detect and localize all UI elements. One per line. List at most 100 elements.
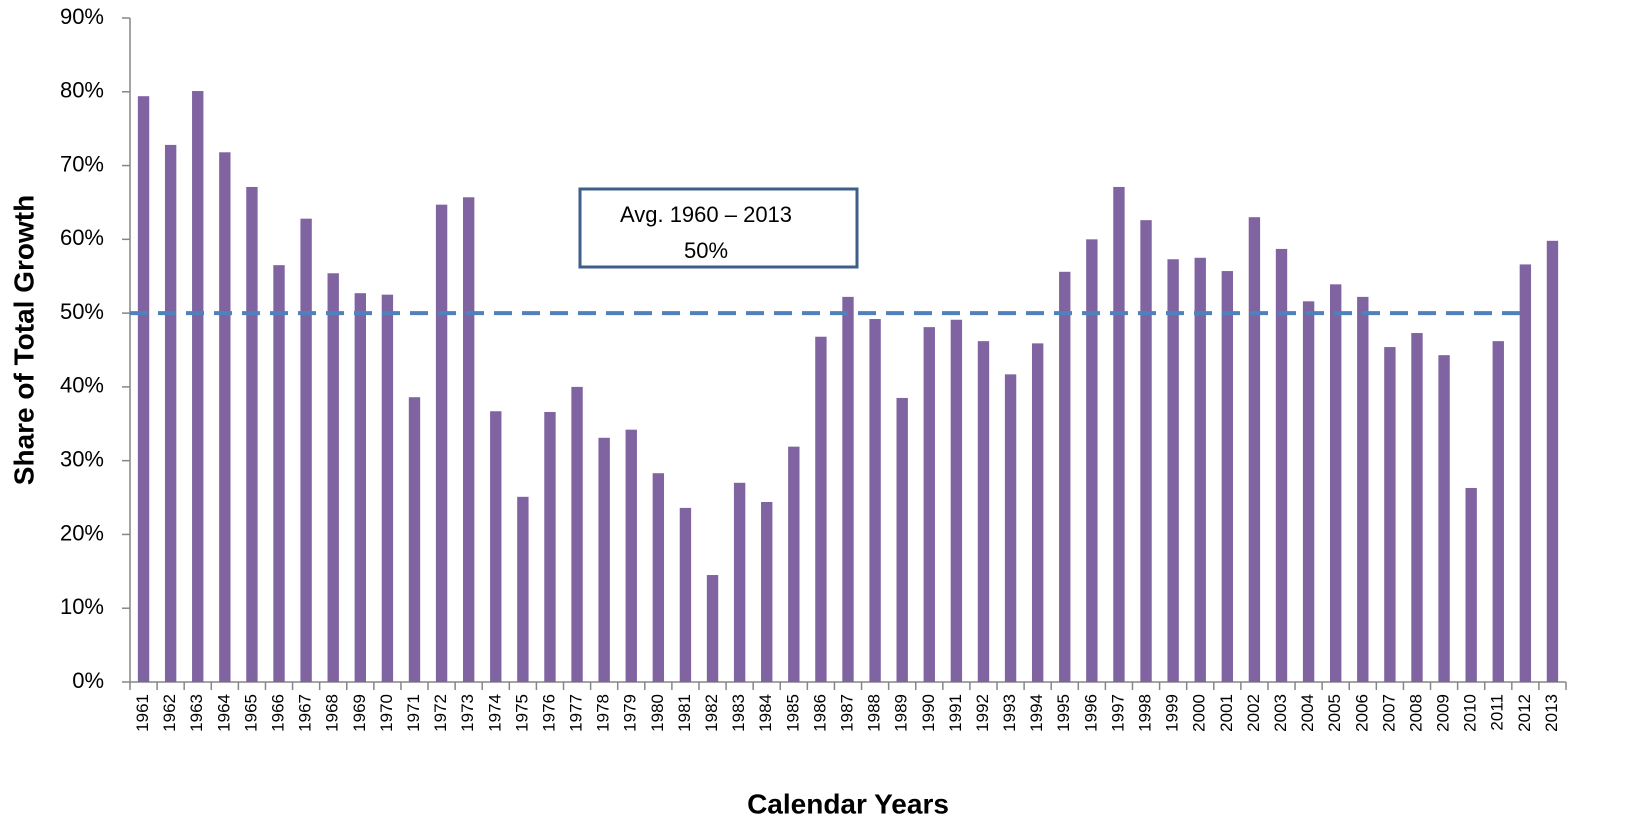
bar <box>571 386 583 682</box>
bar <box>1059 271 1071 682</box>
x-tick-label: 1980 <box>648 694 667 732</box>
y-tick-label: 0% <box>72 668 104 693</box>
bar <box>381 294 394 682</box>
y-tick-label: 70% <box>60 151 104 176</box>
x-tick-label: 1984 <box>756 694 775 732</box>
bar <box>733 482 746 682</box>
bar <box>1357 296 1369 682</box>
bar <box>1438 355 1450 682</box>
annotation-box <box>578 187 859 269</box>
bar <box>869 319 881 682</box>
x-tick-label: 1968 <box>323 694 342 732</box>
bar <box>842 296 854 682</box>
x-tick-label: 1999 <box>1163 694 1182 732</box>
x-tick-label: 1974 <box>485 694 504 732</box>
bar <box>625 429 637 682</box>
bar <box>327 273 339 682</box>
x-tick-label: 1989 <box>892 694 911 732</box>
bar <box>1275 248 1288 682</box>
bar <box>896 397 908 682</box>
x-tick-label: 2009 <box>1434 694 1453 732</box>
y-axis-title: Share of Total Growth <box>8 195 39 485</box>
bar <box>652 473 665 682</box>
bar <box>1492 341 1504 682</box>
bar <box>679 507 692 682</box>
x-tick-label: 1994 <box>1027 694 1046 732</box>
bar <box>544 411 556 682</box>
x-tick-label: 2002 <box>1244 694 1263 732</box>
x-tick-label: 1998 <box>1136 694 1155 732</box>
x-tick-label: 1978 <box>594 694 613 732</box>
bar <box>1031 343 1044 682</box>
x-tick-label: 1973 <box>458 694 477 732</box>
x-tick-label: 1995 <box>1054 694 1073 732</box>
bar <box>1546 240 1559 682</box>
annotation-text: 50% <box>684 238 728 263</box>
bar <box>815 336 827 682</box>
bar <box>462 197 475 682</box>
x-tick-label: 1970 <box>377 694 396 732</box>
x-tick-label: 1983 <box>729 694 748 732</box>
y-tick-label: 40% <box>60 373 104 398</box>
x-tick-label: 1972 <box>431 694 450 732</box>
bar <box>1194 257 1206 682</box>
bar <box>435 204 448 682</box>
x-tick-label: 2001 <box>1217 694 1236 732</box>
bar <box>164 144 177 683</box>
x-tick-label: 1975 <box>512 694 531 732</box>
x-tick-label: 2005 <box>1325 694 1344 732</box>
x-tick-label: 1990 <box>919 694 938 732</box>
x-tick-label: 1997 <box>1108 694 1127 732</box>
bar <box>192 91 204 683</box>
bar <box>246 186 258 682</box>
bar <box>1167 259 1179 682</box>
x-tick-label: 1979 <box>621 694 640 732</box>
bar <box>137 96 150 682</box>
bar <box>1004 374 1017 682</box>
bar <box>354 293 366 682</box>
bar <box>273 265 285 682</box>
x-tick-label: 1991 <box>946 694 965 732</box>
bar <box>950 319 963 682</box>
y-tick-label: 80% <box>60 78 104 103</box>
x-tick-label: 2003 <box>1271 694 1290 732</box>
x-tick-label: 1977 <box>567 694 586 732</box>
x-tick-label: 1964 <box>214 694 233 732</box>
y-tick-label: 10% <box>60 594 104 619</box>
bar <box>1519 264 1532 682</box>
x-tick-label: 1963 <box>187 694 206 732</box>
x-tick-label: 1992 <box>973 694 992 732</box>
bar <box>1086 239 1098 683</box>
x-tick-label: 1966 <box>269 694 288 732</box>
x-tick-label: 1967 <box>296 694 315 732</box>
y-tick-label: 90% <box>60 4 104 29</box>
bar <box>1384 347 1396 682</box>
bar <box>1465 487 1477 682</box>
bar <box>1330 284 1342 682</box>
bar <box>977 341 990 682</box>
x-tick-label: 1969 <box>350 694 369 732</box>
bar <box>706 575 719 682</box>
x-tick-label: 1962 <box>160 694 179 732</box>
x-tick-label: 1961 <box>133 694 152 732</box>
x-tick-label: 1987 <box>837 694 856 732</box>
x-tick-label: 1985 <box>783 694 802 732</box>
bar <box>1248 217 1261 682</box>
x-tick-label: 2004 <box>1298 694 1317 732</box>
bar <box>517 496 529 682</box>
y-tick-label: 30% <box>60 446 104 471</box>
x-tick-label: 2012 <box>1515 694 1534 732</box>
x-tick-label: 1981 <box>675 694 694 732</box>
bar <box>598 437 610 682</box>
bar <box>1113 186 1125 682</box>
x-tick-label: 2007 <box>1379 694 1398 732</box>
bar <box>1221 271 1234 682</box>
bar <box>1302 301 1315 682</box>
x-tick-label: 2008 <box>1406 694 1425 732</box>
x-tick-label: 2010 <box>1461 694 1480 732</box>
x-tick-label: 1982 <box>702 694 721 732</box>
annotation-text: Avg. 1960 – 2013 <box>620 202 792 227</box>
x-tick-label: 2011 <box>1488 694 1507 731</box>
x-tick-label: 2000 <box>1190 694 1209 732</box>
x-axis-title: Calendar Years <box>747 788 949 819</box>
